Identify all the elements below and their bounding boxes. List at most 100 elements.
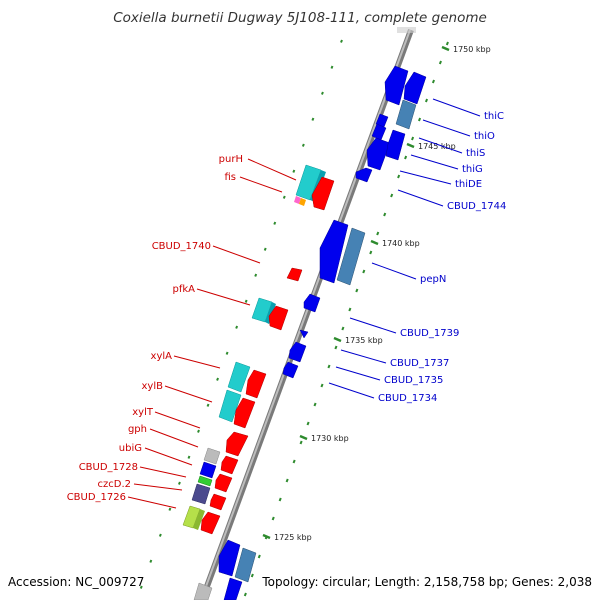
label-leader-line	[418, 137, 463, 154]
gene-label-left[interactable]: gph	[128, 424, 147, 435]
gene-label-right[interactable]: CBUD_1737	[390, 358, 449, 369]
label-leader-line	[340, 349, 387, 364]
label-leader-line	[371, 262, 417, 280]
genome-summary: Topology: circular; Length: 2,158,758 bp…	[261, 575, 592, 589]
label-leader-line	[139, 466, 187, 478]
label-leader-line	[239, 176, 283, 193]
accession: Accession: NC_009727	[8, 575, 144, 589]
kbp-tick-mark	[370, 239, 379, 246]
label-leader-line	[397, 189, 444, 207]
label-leader-line	[247, 158, 297, 181]
gene-gph[interactable]	[225, 431, 249, 457]
gene-xylA-red[interactable]	[245, 369, 267, 399]
gene-label-left[interactable]: xylB	[142, 381, 164, 392]
gene-CBUD_1728-red[interactable]	[214, 473, 233, 493]
gene-label-right[interactable]: thiDE	[455, 179, 482, 190]
kbp-tick-mark	[262, 533, 271, 540]
label-leader-line	[133, 483, 183, 491]
gene-pepN-2[interactable]	[336, 227, 366, 286]
kbp-tick-mark	[299, 434, 308, 441]
gene-xylT[interactable]	[233, 397, 256, 429]
gene-bottom-blue-2[interactable]	[223, 577, 243, 600]
gene-label-left[interactable]: CBUD_1726	[67, 492, 126, 503]
gene-CBUD_1734[interactable]	[282, 361, 299, 379]
gene-label-left[interactable]: CBUD_1740	[152, 241, 211, 252]
outer-tick-track	[243, 41, 449, 597]
inner-tick-track	[139, 39, 343, 589]
gene-fis[interactable]	[311, 176, 335, 211]
gene-label-left[interactable]: xylT	[132, 407, 154, 418]
gene-thiO[interactable]	[395, 99, 417, 130]
label-leader-line	[154, 411, 201, 429]
gene-thiC[interactable]	[384, 65, 409, 106]
gene-thiDE-2[interactable]	[385, 129, 406, 161]
label-leader-line	[212, 245, 261, 264]
gene-CBUD_1726-red[interactable]	[200, 511, 221, 535]
kbp-tick-label: 1730 kbp	[311, 434, 349, 443]
label-leader-line	[328, 382, 375, 399]
kbp-tick-label: 1725 kbp	[274, 533, 312, 542]
gene-xylB[interactable]	[218, 389, 242, 423]
gene-label-right[interactable]: thiO	[474, 131, 495, 142]
gene-ubiG-gray[interactable]	[203, 447, 221, 465]
gene-bottom-gray[interactable]	[193, 582, 213, 600]
gene-label-right[interactable]: CBUD_1734	[378, 393, 437, 404]
gene-bottom-blue[interactable]	[218, 539, 241, 577]
forward-strand-genes	[218, 65, 427, 600]
gene-thiDE[interactable]	[366, 137, 391, 171]
gene-label-right[interactable]: thiS	[466, 148, 485, 159]
gene-CBUD_1728[interactable]	[199, 461, 217, 479]
gene-CBUD_1740[interactable]	[286, 267, 303, 282]
gene-label-left[interactable]: purH	[219, 154, 243, 165]
label-leader-line	[410, 154, 459, 170]
gene-xylA[interactable]	[227, 361, 251, 393]
gene-CBUD_1735[interactable]	[288, 341, 307, 363]
gene-czcD.2[interactable]	[197, 475, 213, 487]
label-leader-line	[432, 98, 481, 117]
gene-CBUD_1737[interactable]	[299, 329, 309, 339]
kbp-ticks: 1750 kbp 1745 kbp 1740 kbp 1735 kbp 1730 kbp…	[262, 45, 491, 542]
kbp-tick-label: 1740 kbp	[382, 239, 420, 248]
label-leader-line	[144, 447, 193, 466]
gene-label-left[interactable]: czcD.2	[98, 479, 132, 490]
gene-label-right[interactable]: CBUD_1739	[400, 328, 459, 339]
gene-thiC-2[interactable]	[403, 71, 427, 105]
gene-label-right[interactable]: pepN	[420, 274, 446, 285]
reverse-strand-genes	[182, 164, 335, 600]
right-gene-labels: thiC thiO thiS thiG thiDE CBUD_1744 pepN CBUD_1…	[328, 98, 506, 404]
kbp-tick-label: 1745 kbp	[418, 142, 456, 151]
left-gene-labels: purH fis CBUD_1740 pfkA xylA xylB xylT gph ubiG C…	[67, 154, 297, 509]
gene-CBUD_1744[interactable]	[355, 167, 373, 183]
kbp-tick-mark	[441, 45, 450, 52]
gene-label-left[interactable]: CBUD_1728	[79, 462, 138, 473]
gene-CBUD_1739[interactable]	[303, 293, 321, 313]
gene-ubiG[interactable]	[220, 455, 239, 475]
label-leader-line	[399, 170, 452, 185]
kbp-tick-mark	[406, 142, 415, 149]
gene-bottom-steel[interactable]	[234, 547, 257, 583]
gene-label-left[interactable]: ubiG	[119, 443, 142, 454]
label-leader-line	[149, 428, 199, 448]
gene-label-right[interactable]: CBUD_1735	[384, 375, 443, 386]
gene-czcD.2-slate[interactable]	[191, 483, 211, 505]
genome-backbone	[199, 27, 416, 600]
label-leader-line	[422, 119, 471, 137]
label-leader-line	[127, 496, 177, 509]
label-leader-line	[196, 288, 251, 306]
gene-label-right[interactable]: thiC	[484, 111, 504, 122]
gene-label-left[interactable]: pfkA	[173, 284, 196, 295]
map-title: Coxiella burnetii Dugway 5J108-111, comp…	[113, 10, 487, 26]
kbp-tick-label: 1750 kbp	[453, 45, 491, 54]
gene-label-left[interactable]: xylA	[151, 351, 173, 362]
label-leader-line	[349, 317, 397, 334]
gene-czcD.2-red[interactable]	[209, 493, 227, 511]
kbp-tick-mark	[333, 336, 342, 343]
gene-pfkA-2[interactable]	[268, 305, 289, 331]
label-leader-line	[173, 355, 221, 369]
gene-pepN[interactable]	[319, 219, 349, 284]
gene-label-left[interactable]: fis	[224, 172, 236, 183]
kbp-tick-label: 1735 kbp	[345, 336, 383, 345]
gene-label-right[interactable]: CBUD_1744	[447, 201, 506, 212]
gene-label-right[interactable]: thiG	[462, 164, 483, 175]
